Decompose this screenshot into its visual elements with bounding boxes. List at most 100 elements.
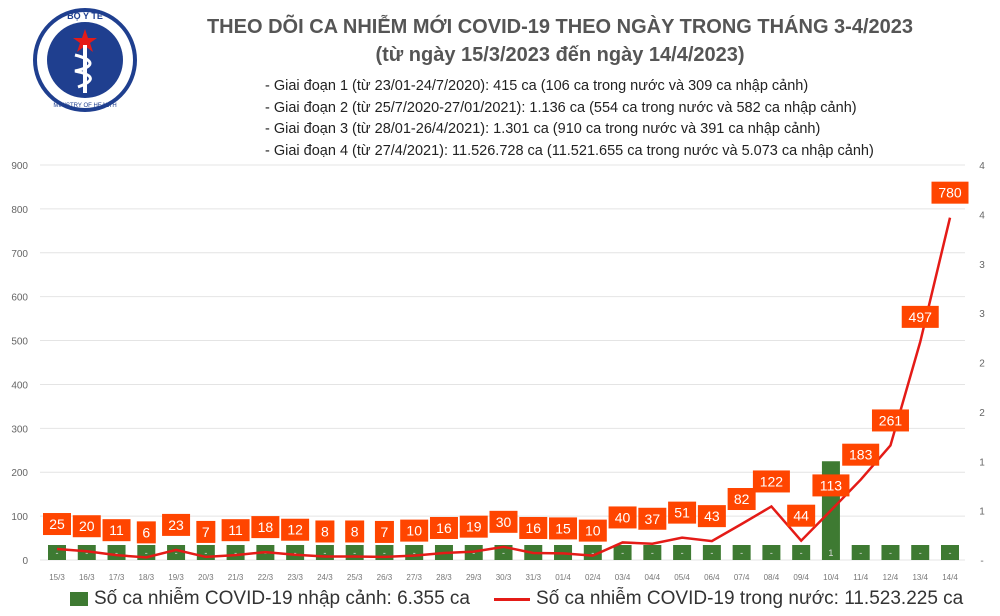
- ministry-of-health-logo: BỘ Y TẾ MINISTRY OF HEALTH: [33, 8, 137, 112]
- data-label-box: [519, 516, 548, 539]
- x-tick: 25/3: [347, 573, 363, 582]
- data-label: 12: [287, 522, 303, 538]
- stage-notes: - Giai đoạn 1 (từ 23/01-24/7/2020): 415 …: [265, 76, 874, 162]
- y-right-tick: 4: [979, 161, 985, 172]
- bar-imported: [702, 545, 721, 560]
- y-right-tick: -: [980, 556, 983, 567]
- data-label: 6: [142, 524, 150, 540]
- data-label: 44: [793, 508, 809, 524]
- x-tick: 31/3: [525, 573, 541, 582]
- data-label-box: [102, 519, 131, 542]
- data-label: 11: [109, 522, 124, 538]
- data-label-box: [162, 513, 191, 536]
- data-label-box: [787, 504, 816, 527]
- x-tick: 28/3: [436, 573, 452, 582]
- legend: Số ca nhiễm COVID-19 nhập cảnh: 6.355 ca…: [70, 588, 963, 610]
- data-label-box: [812, 474, 850, 497]
- data-label-box: [429, 516, 458, 539]
- x-tick: 08/4: [764, 573, 780, 582]
- x-tick: 06/4: [704, 573, 720, 582]
- note-stage-3: - Giai đoạn 3 (từ 28/01-26/4/2021): 1.30…: [265, 121, 821, 137]
- data-label: 16: [525, 520, 541, 536]
- data-label-box: [727, 488, 756, 511]
- x-tick: 19/3: [168, 573, 184, 582]
- data-label: 16: [436, 520, 452, 536]
- data-label-box: [459, 515, 488, 538]
- x-tick: 30/3: [496, 573, 512, 582]
- bar-label: -: [770, 548, 773, 558]
- data-label: 8: [351, 523, 359, 539]
- bar-imported: [941, 545, 959, 560]
- data-label: 20: [79, 518, 95, 534]
- chart: 0100200300400500600700800900-11223344-15…: [11, 161, 985, 582]
- bar-label: -: [234, 548, 237, 558]
- data-label-box: [281, 518, 310, 541]
- x-tick: 05/4: [674, 573, 690, 582]
- bar-imported: [792, 545, 811, 560]
- x-tick: 17/3: [109, 573, 125, 582]
- bar-imported: [167, 545, 186, 560]
- x-tick: 23/3: [287, 573, 303, 582]
- bar-label: -: [383, 548, 386, 558]
- bar-label: -: [591, 548, 594, 558]
- data-label-box: [638, 507, 667, 530]
- svg-text:BỘ Y TẾ: BỘ Y TẾ: [67, 10, 103, 21]
- data-label: 113: [820, 477, 843, 493]
- bar-label: -: [621, 548, 624, 558]
- data-label-box: [251, 516, 280, 539]
- data-label: 15: [555, 520, 571, 536]
- y-right-tick: 1: [979, 457, 985, 468]
- data-label: 780: [938, 185, 962, 201]
- data-label-box: [489, 510, 518, 533]
- bar-imported: [643, 545, 662, 560]
- y-right-tick: 2: [979, 408, 985, 419]
- bar-label: -: [413, 548, 416, 558]
- x-tick: 18/3: [139, 573, 155, 582]
- data-label: 23: [168, 517, 184, 533]
- data-label-box: [43, 513, 71, 536]
- bar-label: -: [859, 548, 862, 558]
- data-label-box: [136, 521, 156, 544]
- x-tick: 09/4: [793, 573, 809, 582]
- y-right-tick: 3: [979, 260, 985, 271]
- x-tick: 27/3: [406, 573, 422, 582]
- y-left-tick: 600: [11, 293, 28, 304]
- chart-title: THEO DÕI CA NHIỄM MỚI COVID-19 THEO NGÀY…: [206, 16, 914, 38]
- data-label-box: [374, 520, 394, 543]
- chart-subtitle: (từ ngày 15/3/2023 đến ngày 14/4/2023): [375, 44, 745, 66]
- data-label: 30: [496, 514, 512, 530]
- y-left-tick: 300: [11, 424, 28, 435]
- x-tick: 20/3: [198, 573, 214, 582]
- y-right-tick: 4: [979, 210, 985, 221]
- x-tick: 01/4: [555, 573, 571, 582]
- data-label: 10: [406, 523, 422, 539]
- bar-label: -: [949, 548, 952, 558]
- bar-imported: [851, 545, 870, 560]
- bar-label: -: [800, 548, 803, 558]
- bar-imported: [673, 545, 692, 560]
- data-label: 82: [734, 491, 750, 507]
- legend-line-swatch: [494, 597, 531, 601]
- y-right-tick: 1: [979, 507, 985, 518]
- x-tick: 14/4: [942, 573, 958, 582]
- bar-label: -: [115, 548, 118, 558]
- y-right-tick: 3: [979, 309, 985, 320]
- data-label: 7: [381, 524, 389, 540]
- y-left-tick: 0: [22, 556, 28, 567]
- data-label: 8: [321, 523, 329, 539]
- y-left-tick: 500: [11, 337, 28, 348]
- bar-label: -: [145, 548, 148, 558]
- data-label-box: [578, 519, 607, 542]
- y-left-tick: 900: [11, 161, 28, 172]
- legend-domestic: Số ca nhiễm COVID-19 trong nước: 11.523.…: [536, 588, 964, 609]
- x-tick: 15/3: [49, 573, 65, 582]
- legend-bar-swatch: [70, 592, 88, 606]
- bar-label: -: [175, 548, 178, 558]
- bar-label: -: [294, 548, 297, 558]
- data-label: 261: [879, 412, 903, 428]
- y-left-tick: 800: [11, 205, 28, 216]
- data-label-box: [668, 501, 697, 524]
- data-label-box: [196, 520, 216, 543]
- data-label-box: [345, 520, 365, 543]
